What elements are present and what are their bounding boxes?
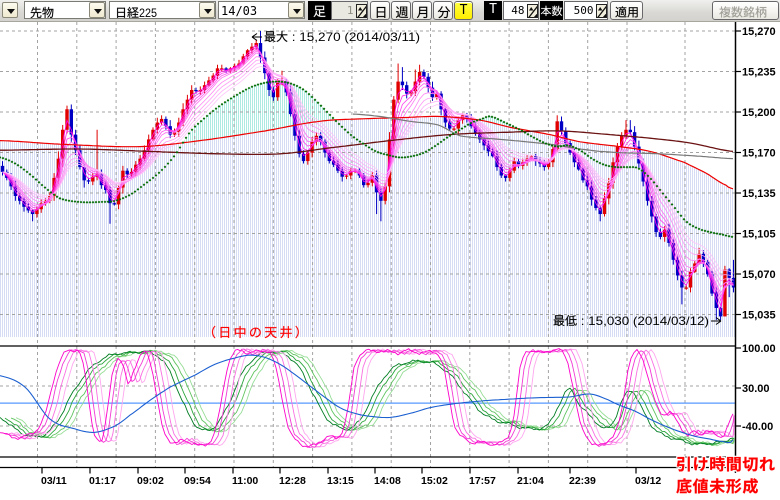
svg-text:12:28: 12:28 <box>279 475 306 487</box>
apply-button[interactable]: 適用 <box>610 1 643 20</box>
combo-value: 先物 <box>25 2 89 18</box>
chevron-down-icon[interactable] <box>89 2 105 18</box>
svg-text:15,270: 15,270 <box>742 26 776 38</box>
bar-type-label: 足 <box>308 1 331 20</box>
svg-text:: 15,030 (2014/03/12): : 15,030 (2014/03/12) <box>577 315 709 328</box>
category-combobox[interactable]: 先物 <box>24 1 106 19</box>
bar-count-label: 本数 <box>540 1 563 20</box>
period-week-button[interactable]: 週 <box>391 1 411 20</box>
category-label <box>30 6 54 18</box>
svg-text:15,105: 15,105 <box>742 229 776 241</box>
svg-text:-40.00: -40.00 <box>742 421 773 433</box>
input-value: 1 <box>346 4 354 17</box>
gray-ma-line <box>352 113 734 160</box>
contract-combobox[interactable]: 14/03 <box>218 1 305 19</box>
svg-text:15,200: 15,200 <box>742 107 776 119</box>
bar-interval-input[interactable]: 1 <box>331 1 368 20</box>
chevron-down-icon[interactable] <box>199 2 215 18</box>
svg-text:03/11: 03/11 <box>41 475 67 487</box>
svg-text:225: 225 <box>139 7 157 18</box>
bar-count-input[interactable]: 500 <box>564 1 608 20</box>
svg-text:100.00: 100.00 <box>742 343 776 355</box>
svg-text:21:04: 21:04 <box>517 475 544 487</box>
svg-text:01:17: 01:17 <box>89 475 116 487</box>
svg-text:13:15: 13:15 <box>327 475 354 487</box>
red-ma-line <box>0 115 734 190</box>
period-day-button[interactable]: 日 <box>370 1 390 20</box>
svg-text:09:02: 09:02 <box>137 475 164 487</box>
symbol-label: 225 <box>117 6 157 18</box>
tick-size-input[interactable]: 48 <box>503 1 539 20</box>
svg-text:15,170: 15,170 <box>742 148 776 160</box>
spinner-icon[interactable] <box>527 3 538 18</box>
svg-text:15,035: 15,035 <box>742 310 776 322</box>
svg-text:15:02: 15:02 <box>421 475 448 487</box>
edge-combo-arrow-button[interactable] <box>2 2 18 18</box>
svg-text:03/12: 03/12 <box>635 475 661 487</box>
period-month-button[interactable]: 月 <box>412 1 432 20</box>
svg-text:: 15,270 (2014/03/11): : 15,270 (2014/03/11) <box>288 31 420 44</box>
svg-text:22:39: 22:39 <box>569 475 596 487</box>
svg-text:11:00: 11:00 <box>232 475 258 487</box>
toolbar: 先物 225日経225 14/03 足 1 日 週 月 分 T T 48 本数 … <box>0 0 780 22</box>
maroon-ma-line <box>0 130 734 156</box>
combo-value: 225日経225 <box>110 2 199 18</box>
area-fill-stripes <box>0 116 736 338</box>
tick-size-label: T <box>484 1 502 20</box>
svg-text:14:08: 14:08 <box>374 475 401 487</box>
spinner-icon[interactable] <box>596 3 607 18</box>
svg-text:17:57: 17:57 <box>469 475 496 487</box>
input-value: 500 <box>573 4 594 17</box>
multi-symbol-button[interactable]: 複数銘柄 <box>712 1 779 20</box>
svg-text:09:54: 09:54 <box>184 475 211 487</box>
period-tick-button[interactable]: T <box>454 1 473 20</box>
input-value: 48 <box>511 4 525 17</box>
contract-value: 14/03 <box>221 4 258 18</box>
svg-text:15,235: 15,235 <box>742 67 776 79</box>
oscillator-lines <box>0 348 735 448</box>
spinner-icon[interactable] <box>356 3 367 18</box>
svg-text:15,070: 15,070 <box>742 269 776 281</box>
svg-text:30.00: 30.00 <box>742 383 770 395</box>
svg-text:15,135: 15,135 <box>742 188 776 200</box>
period-minute-button[interactable]: 分 <box>433 1 453 20</box>
symbol-combobox[interactable]: 225日経225 <box>109 1 216 19</box>
chevron-down-icon[interactable] <box>288 2 304 18</box>
